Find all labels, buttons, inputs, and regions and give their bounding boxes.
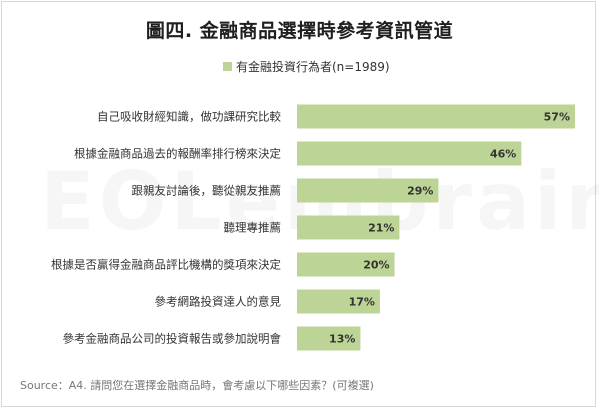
bar [297, 178, 439, 203]
bar [297, 326, 361, 351]
bar [297, 289, 380, 314]
chart-title: 圖四. 金融商品選擇時參考資訊管道 [145, 20, 454, 42]
legend: 有金融投資行為者(n=1989) [223, 58, 390, 74]
bar-value-label: 46% [490, 148, 516, 161]
category-label: 聽理專推薦 [224, 221, 282, 235]
bar-value-label: 13% [329, 333, 355, 346]
bar-value-label: 57% [544, 111, 570, 124]
bar-value-label: 29% [407, 185, 433, 198]
bar-value-label: 21% [368, 222, 394, 235]
legend-label: 有金融投資行為者(n=1989) [236, 59, 390, 74]
bar-value-label: 17% [349, 296, 375, 309]
source-note: Source：A4. 請問您在選擇金融商品時，會考慮以下哪些因素？(可複選) [20, 379, 374, 392]
bar [297, 252, 395, 277]
category-label: 跟親友討論後，聽從親友推薦 [132, 184, 282, 198]
bar [297, 104, 575, 129]
legend-swatch [223, 61, 232, 71]
category-label: 參考網路投資達人的意見 [155, 295, 282, 309]
bar [297, 215, 400, 240]
category-label: 自己吸收財經知識，做功課研究比較 [97, 110, 281, 124]
bar [297, 141, 522, 166]
category-label: 根據金融商品過去的報酬率排行榜來決定 [74, 147, 281, 161]
bar-value-label: 20% [363, 259, 389, 272]
category-label: 參考金融商品公司的投資報告或參加說明會 [63, 332, 282, 346]
category-label: 根據是否贏得金融商品評比機構的獎項來決定 [51, 258, 281, 272]
